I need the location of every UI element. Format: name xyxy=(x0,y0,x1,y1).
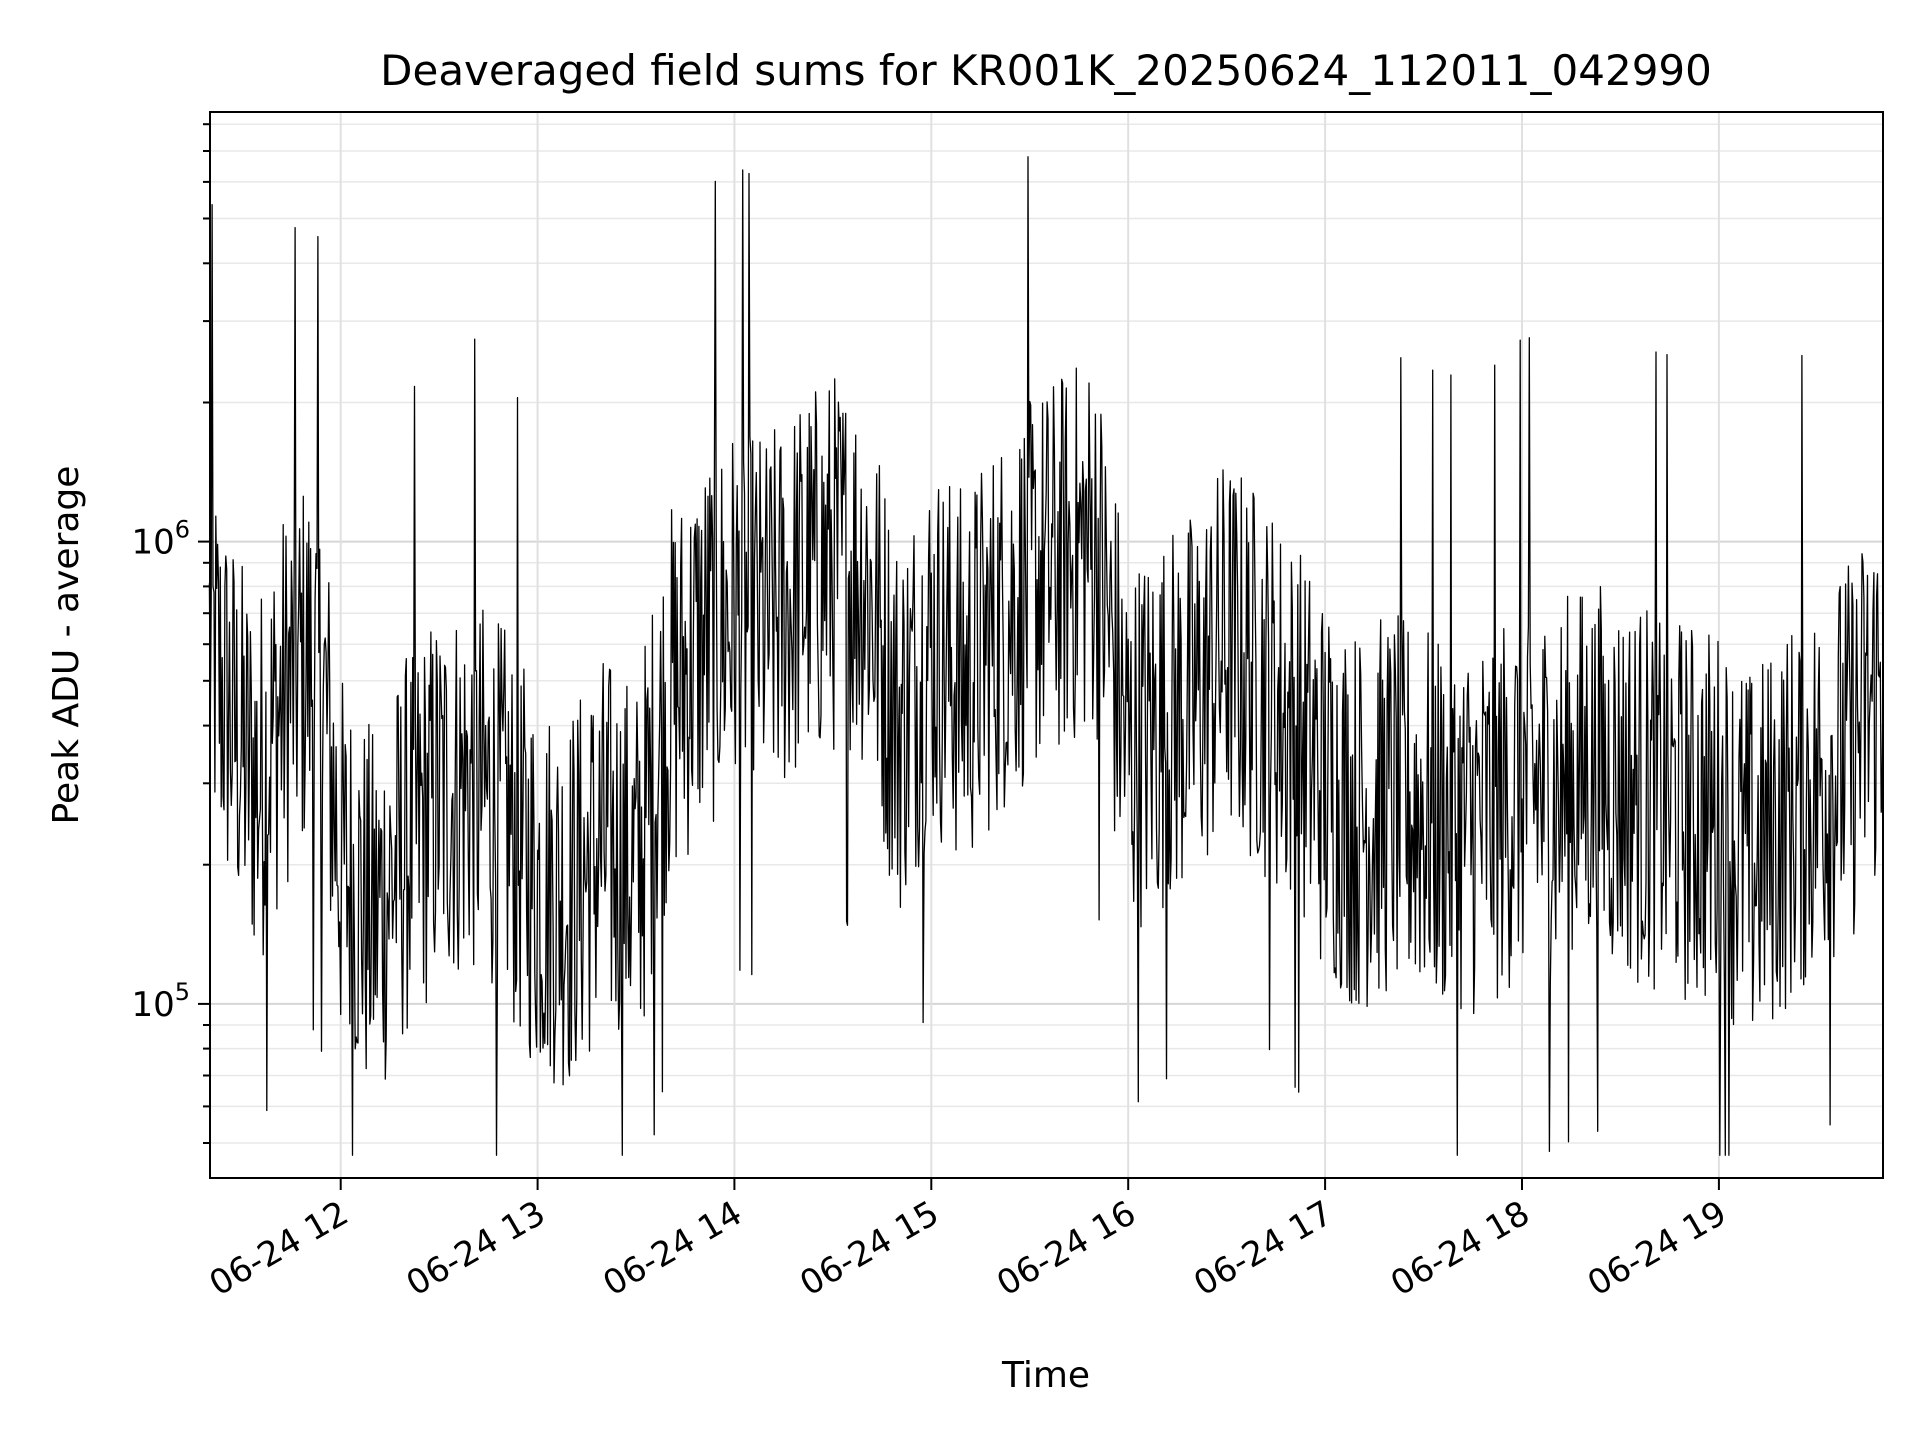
series-line xyxy=(208,156,1884,1156)
x-axis-label: Time xyxy=(1001,1355,1090,1396)
y-axis: 105 106 xyxy=(131,123,210,1144)
y-axis-label: Peak ADU - average xyxy=(46,466,87,825)
y-tick-label: 106 xyxy=(131,516,190,563)
y-tick-label: 105 xyxy=(131,978,190,1025)
chart-title: Deaveraged field sums for KR001K_2025062… xyxy=(380,46,1712,95)
